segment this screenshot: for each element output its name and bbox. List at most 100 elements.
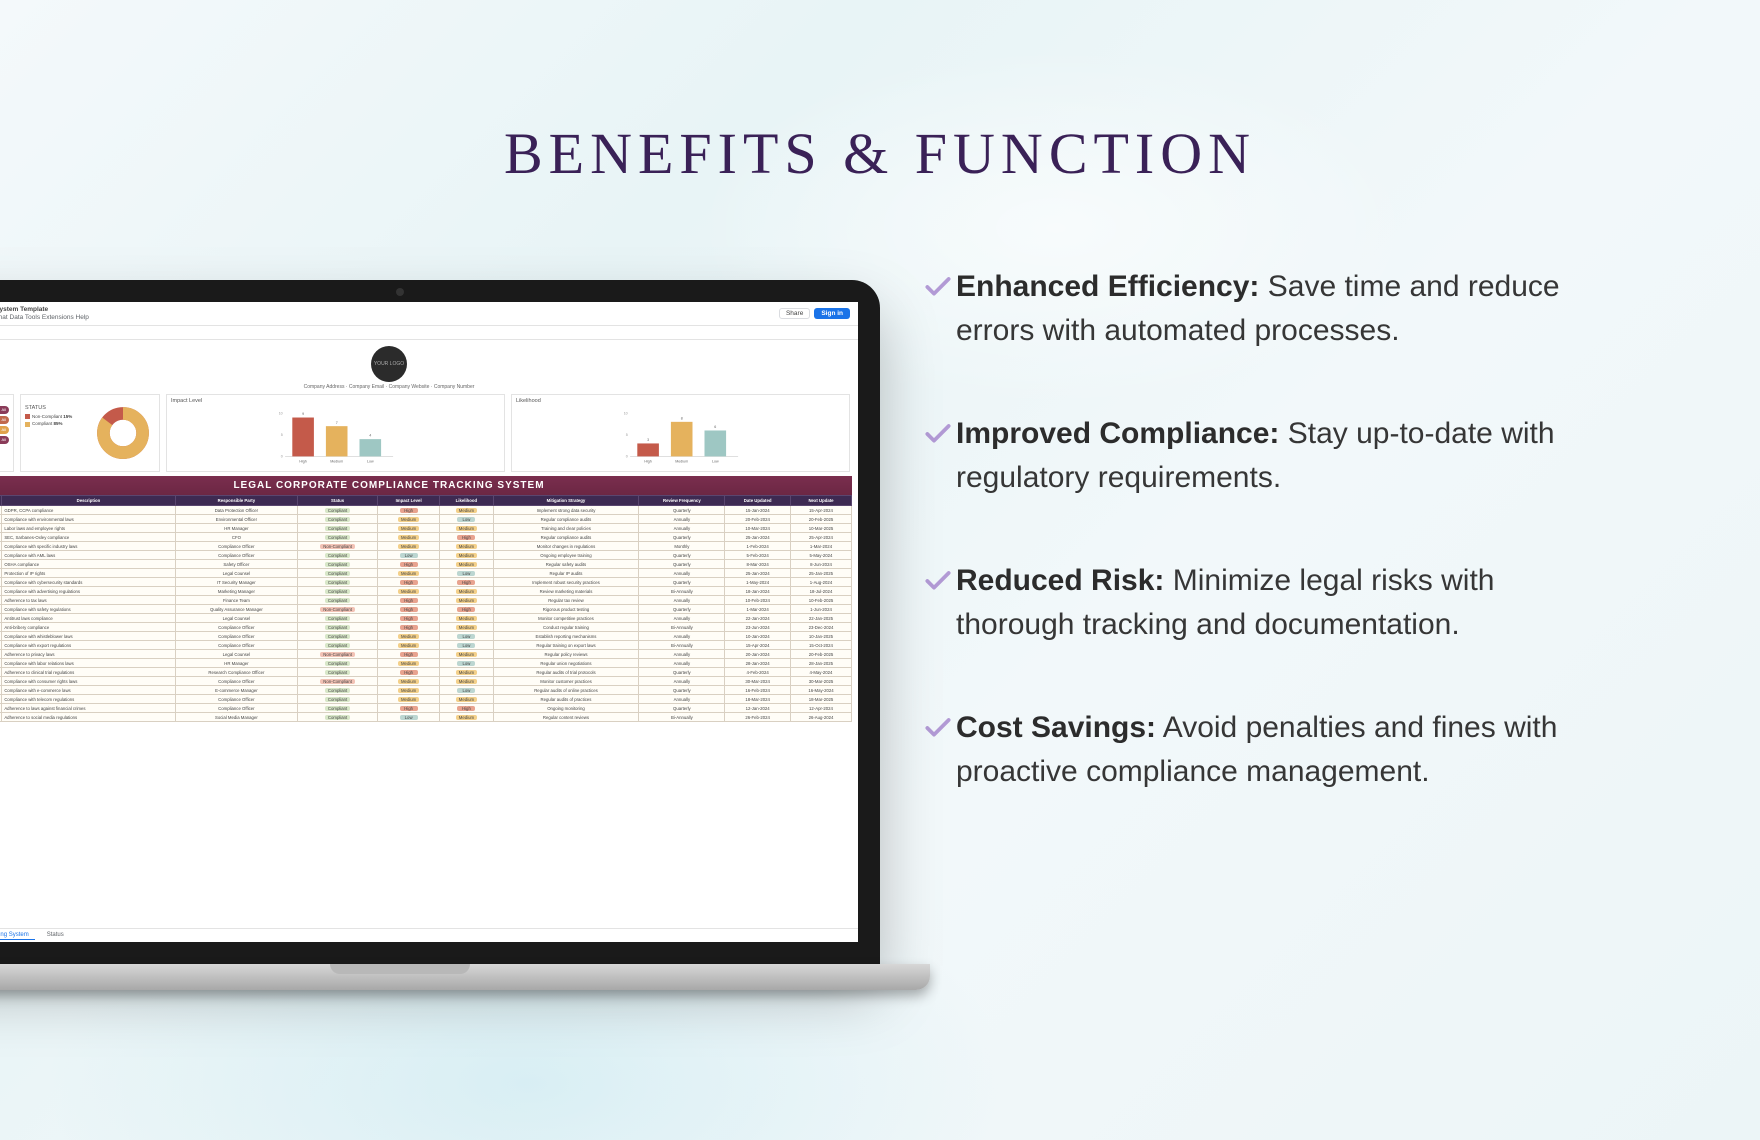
dashboard-row: FILTERING - - All All All All STATUS Non-Co… bbox=[0, 394, 858, 476]
table-row: ComplianceAdherence to privacy lawsLegal… bbox=[0, 650, 852, 659]
status-card: STATUS Non-Compliant 15%Compliant 85% bbox=[20, 394, 160, 472]
benefit-item: Enhanced Efficiency: Save time and reduc… bbox=[920, 265, 1560, 352]
svg-text:Medium: Medium bbox=[675, 459, 688, 463]
status-donut bbox=[95, 405, 151, 461]
company-logo: YOUR LOGO bbox=[371, 346, 407, 382]
table-row: ConsumerCompliance with consumer rights … bbox=[0, 677, 852, 686]
table-row: RegulationsCompliance with environmental… bbox=[0, 515, 852, 524]
table-header: Review Frequency bbox=[639, 496, 725, 506]
table-header: Responsible Party bbox=[175, 496, 298, 506]
benefit-label: Improved Compliance: bbox=[956, 417, 1279, 450]
benefit-item: Improved Compliance: Stay up-to-date wit… bbox=[920, 412, 1560, 499]
svg-text:Medium: Medium bbox=[330, 459, 343, 463]
status-title: STATUS bbox=[25, 405, 90, 411]
filter-card: FILTERING - - All All All All bbox=[0, 394, 14, 472]
svg-text:5: 5 bbox=[626, 433, 628, 437]
svg-text:8: 8 bbox=[681, 416, 683, 420]
table-row: SocialAdherence to social media regulati… bbox=[0, 713, 852, 722]
share-button[interactable]: Share bbox=[779, 308, 810, 319]
table-header: Status bbox=[298, 496, 378, 506]
svg-text:9: 9 bbox=[302, 412, 304, 416]
impact-chart: 0510High9Medium7Low4 bbox=[171, 406, 500, 466]
filter-pill[interactable]: All bbox=[0, 416, 9, 424]
table-header: Date Updated bbox=[725, 496, 791, 506]
svg-text:7: 7 bbox=[336, 421, 338, 425]
benefit-item: Reduced Risk: Minimize legal risks with … bbox=[920, 559, 1560, 646]
table-row: StandardsCompliance with safety regulati… bbox=[0, 605, 852, 614]
table-row: TelecomCompliance with telecom regulatio… bbox=[0, 695, 852, 704]
benefit-text: Cost Savings: Avoid penalties and fines … bbox=[956, 706, 1560, 793]
benefit-text: Reduced Risk: Minimize legal risks with … bbox=[956, 559, 1560, 646]
table-banner: LEGAL CORPORATE COMPLIANCE TRACKING SYST… bbox=[0, 476, 852, 495]
svg-text:4: 4 bbox=[369, 434, 371, 438]
filter-pill[interactable]: All bbox=[0, 436, 9, 444]
tab-other[interactable]: Status bbox=[41, 931, 70, 940]
table-row: RegulationsCompliance with specific indu… bbox=[0, 542, 852, 551]
benefit-label: Enhanced Efficiency: bbox=[956, 270, 1259, 303]
table-row: ProtectionCompliance with whistleblower … bbox=[0, 632, 852, 641]
table-header: Impact Level bbox=[377, 496, 439, 506]
table-row: ExportsCompliance with export regulation… bbox=[0, 641, 852, 650]
table-row: AntitrustAntitrust laws complianceLegal … bbox=[0, 614, 852, 623]
svg-text:10: 10 bbox=[624, 411, 628, 415]
likelihood-title: Likelihood bbox=[516, 398, 845, 404]
benefits-list: Enhanced Efficiency: Save time and reduc… bbox=[920, 265, 1560, 853]
sheets-toolbar: ☰ 👁 View only bbox=[0, 326, 858, 340]
compliance-table: AreaDescriptionResponsible PartyStatusIm… bbox=[0, 495, 852, 722]
svg-text:Low: Low bbox=[367, 459, 374, 463]
check-icon bbox=[920, 565, 956, 597]
filter-title: FILTERING - - bbox=[0, 398, 9, 404]
laptop-mockup: Compliance Tracking System Template File… bbox=[0, 280, 880, 990]
table-row: Bribery ActAnti-bribery complianceCompli… bbox=[0, 623, 852, 632]
table-header: Mitigation Strategy bbox=[493, 496, 639, 506]
status-legend: Non-Compliant 15%Compliant 85% bbox=[25, 413, 90, 427]
check-icon bbox=[920, 712, 956, 744]
table-header: Next Update bbox=[790, 496, 851, 506]
benefit-text: Improved Compliance: Stay up-to-date wit… bbox=[956, 412, 1560, 499]
table-row: IP RightsProtection of IP rightsLegal Co… bbox=[0, 569, 852, 578]
sheets-menu: File Edit View Insert Format Data Tools … bbox=[0, 314, 89, 321]
table-row: E-commerceCompliance with e-commerce law… bbox=[0, 686, 852, 695]
table-row: Advertising LawsCompliance with advertis… bbox=[0, 587, 852, 596]
likelihood-card: Likelihood 0 5 10 High 3 Medium 8 Low 6 bbox=[511, 394, 850, 472]
svg-text:0: 0 bbox=[626, 455, 628, 459]
doc-title: Compliance Tracking System Template bbox=[0, 306, 89, 313]
signin-button[interactable]: Sign in bbox=[814, 308, 850, 319]
svg-text:High: High bbox=[299, 459, 306, 463]
sheets-header: Compliance Tracking System Template File… bbox=[0, 302, 858, 326]
table-header: Description bbox=[2, 496, 175, 506]
table-row: FinanceSEC, Sarbanes-Oxley complianceCFO… bbox=[0, 533, 852, 542]
benefit-label: Reduced Risk: bbox=[956, 564, 1164, 597]
laptop-base bbox=[0, 964, 930, 990]
sheet-tabs: +≡ Compliance Tracking System Status bbox=[0, 928, 858, 942]
footer-note: at the bottom bbox=[0, 722, 858, 740]
likelihood-chart: 0 5 10 High 3 Medium 8 Low 6 bbox=[516, 406, 845, 466]
svg-text:10: 10 bbox=[279, 411, 283, 415]
svg-text:6: 6 bbox=[714, 425, 716, 429]
impact-card: Impact Level 0510High9Medium7Low4 bbox=[166, 394, 505, 472]
table-row: DataGDPR, CCPA complianceData Protection… bbox=[0, 506, 852, 515]
benefit-label: Cost Savings: bbox=[956, 711, 1156, 744]
check-icon bbox=[920, 271, 956, 303]
svg-text:3: 3 bbox=[647, 438, 649, 442]
svg-text:High: High bbox=[644, 459, 651, 463]
table-row: ClinicalAdherence to clinical trial regu… bbox=[0, 668, 852, 677]
table-row: LaborCompliance with labor relations law… bbox=[0, 659, 852, 668]
table-header: Likelihood bbox=[440, 496, 493, 506]
page-title: BENEFITS & FUNCTION bbox=[504, 120, 1256, 187]
svg-text:0: 0 bbox=[281, 455, 283, 459]
benefit-item: Cost Savings: Avoid penalties and fines … bbox=[920, 706, 1560, 793]
company-meta: Company Address · Company Email · Compan… bbox=[0, 384, 858, 390]
svg-text:Low: Low bbox=[712, 459, 719, 463]
tab-active[interactable]: Compliance Tracking System bbox=[0, 931, 35, 940]
impact-title: Impact Level bbox=[171, 398, 500, 404]
table-row: RegulationsOSHA complianceSafety Officer… bbox=[0, 560, 852, 569]
table-row: AMLCompliance with AML lawsCompliance Of… bbox=[0, 551, 852, 560]
table-row: SecurityCompliance with cybersecurity st… bbox=[0, 578, 852, 587]
check-icon bbox=[920, 418, 956, 450]
camera-notch bbox=[396, 288, 404, 296]
table-row: LaborLabor laws and employee rightsHR Ma… bbox=[0, 524, 852, 533]
filter-pill[interactable]: All bbox=[0, 406, 9, 414]
table-row: TaxAdherence to tax lawsFinance TeamComp… bbox=[0, 596, 852, 605]
filter-pill[interactable]: All bbox=[0, 426, 9, 434]
